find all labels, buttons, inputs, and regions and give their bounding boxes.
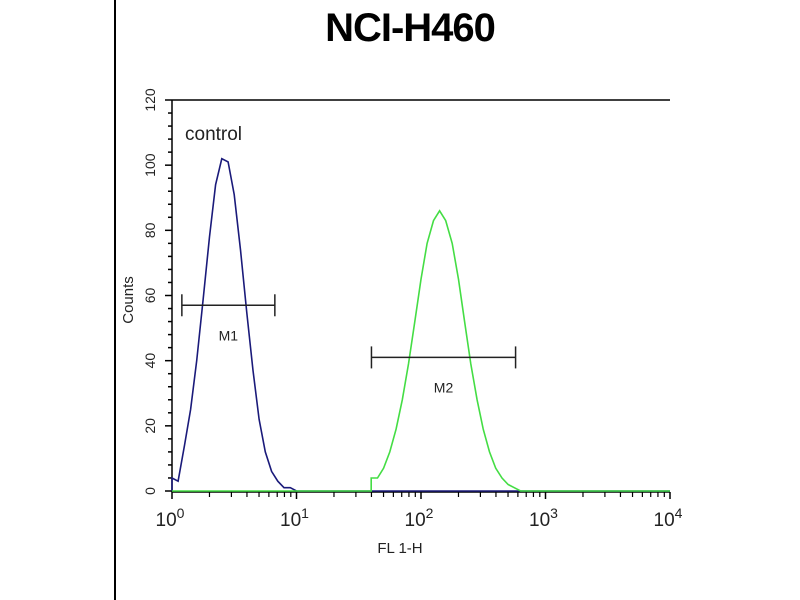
chart-title: NCI-H460 xyxy=(325,6,496,50)
sample-histogram-line xyxy=(172,209,670,492)
y-tick-label: 40 xyxy=(142,353,158,369)
x-tick-label: 102 xyxy=(405,505,434,531)
marker-m1-label: M1 xyxy=(219,327,239,343)
marker-m2-label: M2 xyxy=(434,379,454,395)
y-tick-label: 100 xyxy=(142,153,158,177)
x-tick-label: 103 xyxy=(529,505,558,531)
y-tick-label: 120 xyxy=(142,88,158,112)
control-label: control xyxy=(185,124,242,145)
x-axis-label: FL 1-H xyxy=(377,540,422,557)
x-tick-label: 101 xyxy=(280,505,309,531)
y-tick-label: 80 xyxy=(142,222,158,238)
x-tick-label: 104 xyxy=(654,505,683,531)
y-tick-label: 0 xyxy=(142,487,158,495)
y-tick-label: 60 xyxy=(142,288,158,304)
control-histogram-line xyxy=(171,157,670,492)
y-axis-label: Counts xyxy=(120,276,137,324)
x-tick-label: 100 xyxy=(156,505,185,531)
y-tick-label: 20 xyxy=(142,418,158,434)
